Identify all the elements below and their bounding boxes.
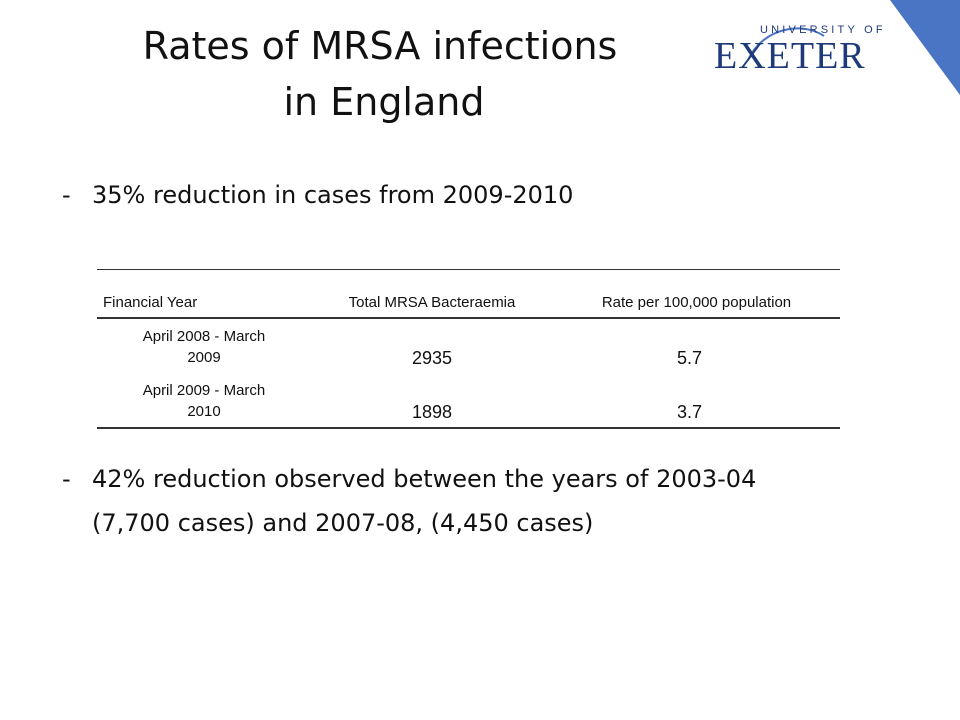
table-cell-total: 1898	[411, 402, 453, 422]
year-line-1: April 2008 - March	[142, 328, 266, 345]
table-cell-total: 2935	[411, 348, 453, 368]
table-header-row: Financial Year Total MRSA Bacteraemia Ra…	[97, 269, 840, 319]
title-line-2: in England	[283, 80, 485, 124]
corner-decoration	[860, 0, 960, 100]
bullet-2-continuation: (7,700 cases) and 2007-08, (4,450 cases)	[92, 509, 594, 537]
bullet-marker: -	[62, 181, 71, 209]
bullet-2: -42% reduction observed between the year…	[62, 462, 756, 540]
year-line-2: 2010	[187, 403, 221, 420]
table-row: April 2009 - March 2010 1898 3.7	[97, 373, 840, 428]
bullet-2-text: 42% reduction observed between the years…	[92, 465, 757, 493]
table-cell-year: April 2008 - March 2009	[97, 318, 311, 373]
header-rate: Rate per 100,000 population	[553, 269, 840, 319]
logo-main-text: EXETER	[714, 35, 866, 77]
slide-title: Rates of MRSA infections in England	[80, 18, 680, 130]
table-cell-year: April 2009 - March 2010	[97, 373, 311, 428]
header-total-mrsa: Total MRSA Bacteraemia	[311, 269, 553, 319]
year-line-1: April 2009 - March	[142, 382, 266, 399]
header-financial-year: Financial Year	[97, 269, 311, 319]
bullet-1-text: 35% reduction in cases from 2009-2010	[92, 181, 574, 209]
table-cell-rate: 5.7	[677, 348, 703, 368]
title-line-1: Rates of MRSA infections	[142, 24, 618, 68]
table-cell-rate: 3.7	[677, 402, 703, 422]
university-logo: UNIVERSITY OF EXETER	[712, 20, 883, 80]
bullet-marker: -	[62, 465, 71, 493]
mrsa-table: Financial Year Total MRSA Bacteraemia Ra…	[97, 269, 840, 429]
logo-top-text: UNIVERSITY OF	[760, 24, 882, 36]
year-line-2: 2009	[187, 349, 221, 366]
table-row: April 2008 - March 2009 2935 5.7	[97, 318, 840, 373]
bullet-1: -35% reduction in cases from 2009-2010	[62, 178, 573, 212]
